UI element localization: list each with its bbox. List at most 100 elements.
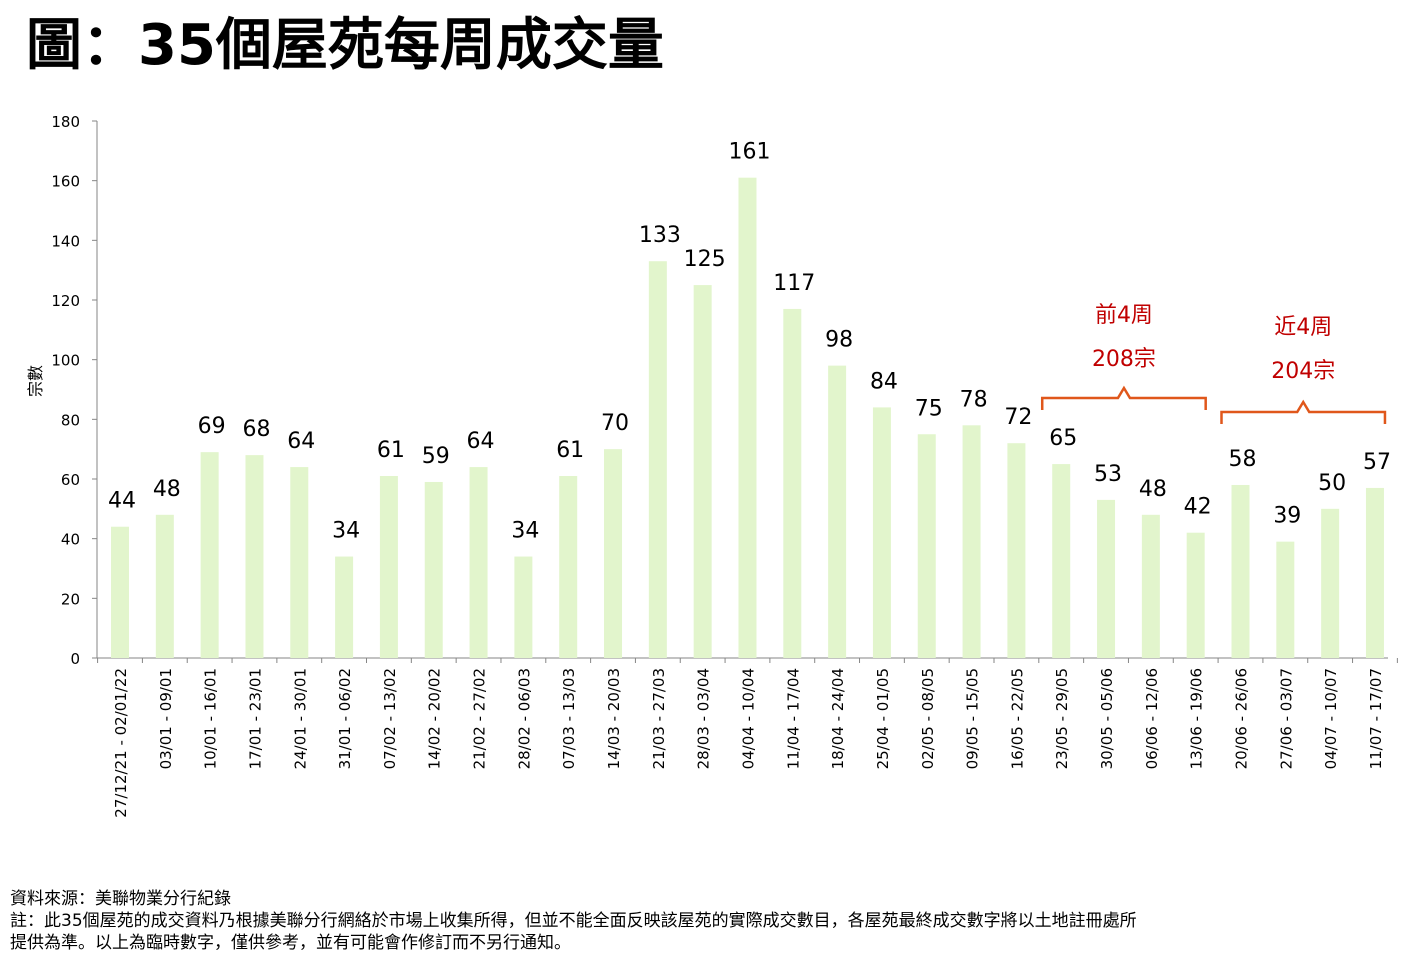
x-tick-label: 24/01 - 30/01 (291, 668, 309, 769)
bar (335, 556, 354, 658)
y-axis-label: 宗數 (26, 365, 45, 397)
x-tick-label: 18/04 - 24/04 (829, 668, 847, 769)
data-label: 64 (287, 429, 315, 454)
data-label: 34 (332, 519, 360, 544)
data-label: 78 (960, 387, 988, 412)
data-label: 34 (511, 519, 539, 544)
x-tick-label: 13/06 - 19/06 (1188, 668, 1206, 769)
bar (917, 434, 936, 658)
bar (1052, 464, 1071, 658)
x-tick-label: 25/04 - 01/05 (874, 668, 892, 769)
bar (379, 476, 398, 658)
bar (469, 467, 488, 658)
data-label: 84 (870, 369, 898, 394)
bar (514, 556, 533, 658)
data-label: 65 (1049, 426, 1077, 451)
data-label: 70 (601, 411, 629, 436)
x-tick-label: 30/05 - 05/06 (1098, 668, 1116, 769)
data-label: 58 (1229, 447, 1257, 472)
annotation-total-label: 204宗 (1271, 359, 1335, 384)
bar-chart: 0 20 40 60 80 100 120 140 160 180 宗數 44 48 69 68 64 34 61… (26, 113, 1398, 818)
bar (1231, 484, 1250, 658)
x-tick-label: 04/04 - 10/04 (739, 668, 757, 769)
annotation-bracket (1220, 399, 1387, 424)
data-label: 68 (242, 417, 270, 442)
bar (155, 514, 174, 658)
data-label: 50 (1318, 471, 1346, 496)
bar (1141, 514, 1160, 658)
y-tick-label: 60 (61, 471, 80, 489)
x-tick-label: 14/03 - 20/03 (605, 668, 623, 769)
y-tick-label: 40 (61, 531, 80, 549)
data-label: 69 (198, 414, 226, 439)
bar (1097, 499, 1116, 658)
bar (245, 455, 264, 658)
x-tick-label: 27/06 - 03/07 (1277, 668, 1295, 769)
disclaimer-line-1: 註：此35個屋苑的成交資料乃根據美聯分行網絡於市場上收集所得，但並不能全面反映該… (10, 911, 1137, 931)
page-title: 圖：35個屋苑每周成交量 (26, 13, 664, 78)
data-label: 64 (467, 429, 495, 454)
x-tick-label: 04/07 - 10/07 (1322, 668, 1340, 769)
source-note: 資料來源：美聯物業分行紀錄 (10, 889, 231, 909)
bar (693, 285, 712, 658)
bar (648, 261, 667, 658)
y-tick-label: 180 (51, 113, 80, 131)
annotation-bracket (1040, 385, 1207, 410)
x-tick-label: 02/05 - 08/05 (919, 668, 937, 769)
annotation-period-label: 前4周 (1095, 303, 1153, 328)
data-label: 117 (773, 271, 815, 296)
data-label: 61 (556, 438, 584, 463)
footer: 資料來源：美聯物業分行紀錄 註：此35個屋苑的成交資料乃根據美聯分行網絡於市場上… (10, 888, 1410, 954)
x-tick-label: 28/02 - 06/03 (515, 668, 533, 769)
bar (962, 425, 981, 658)
data-label: 44 (108, 489, 136, 514)
data-label: 72 (1004, 405, 1032, 430)
bar (424, 481, 443, 658)
y-tick-label: 100 (51, 352, 80, 370)
data-label: 75 (915, 396, 943, 421)
x-tick-label: 31/01 - 06/02 (336, 668, 354, 769)
bar (200, 452, 219, 658)
bar (604, 449, 623, 658)
x-tick-label: 17/01 - 23/01 (246, 668, 264, 769)
annotation-total-label: 208宗 (1092, 347, 1156, 372)
x-tick-label: 20/06 - 26/06 (1233, 668, 1251, 769)
bar (828, 365, 847, 658)
bar (872, 407, 891, 658)
x-tick-label: 07/03 - 13/03 (560, 668, 578, 769)
data-label: 48 (153, 477, 181, 502)
x-tick-label: 21/03 - 27/03 (650, 668, 668, 769)
bar (1365, 487, 1384, 658)
bar (111, 526, 129, 658)
x-tick-label: 06/06 - 12/06 (1143, 668, 1161, 769)
y-tick-label: 160 (51, 173, 80, 191)
x-tick-label: 21/02 - 27/02 (471, 668, 489, 769)
bar (738, 177, 757, 658)
x-tick-label: 28/03 - 03/04 (695, 668, 713, 769)
data-label: 48 (1139, 477, 1167, 502)
data-label: 98 (825, 328, 853, 353)
x-tick-label: 07/02 - 13/02 (381, 668, 399, 769)
data-label: 125 (684, 247, 726, 272)
bar (290, 467, 309, 658)
data-label: 39 (1273, 504, 1301, 529)
y-tick-label: 120 (51, 292, 80, 310)
disclaimer-line-2: 提供為準。以上為臨時數字，僅供參考，並有可能會作修訂而不另行通知。 (10, 933, 571, 953)
x-tick-label: 11/07 - 17/07 (1367, 668, 1385, 769)
data-label: 57 (1363, 450, 1391, 475)
bar (1321, 508, 1340, 658)
bar (1007, 443, 1026, 658)
data-label: 42 (1184, 495, 1212, 520)
data-label: 53 (1094, 462, 1122, 487)
x-tick-label: 03/01 - 09/01 (157, 668, 175, 769)
bar (1186, 532, 1205, 658)
y-tick-label: 0 (70, 650, 80, 668)
bar (1276, 541, 1295, 658)
data-label: 133 (639, 223, 681, 248)
data-label: 161 (728, 140, 770, 165)
bar (559, 476, 578, 658)
x-tick-label: 16/05 - 22/05 (1008, 668, 1026, 769)
y-tick-label: 140 (51, 232, 80, 250)
x-tick-label: 14/02 - 20/02 (426, 668, 444, 769)
x-tick-label: 10/01 - 16/01 (202, 668, 220, 769)
